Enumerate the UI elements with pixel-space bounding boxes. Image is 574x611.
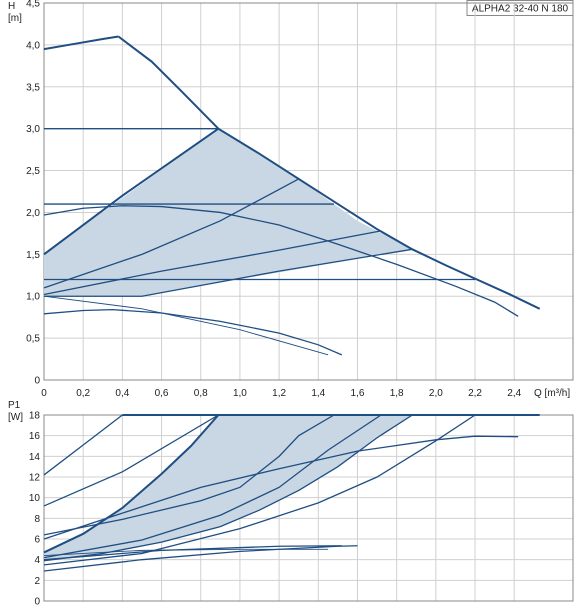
power-curve-6 [43, 414, 382, 559]
head-x-label: Q [m³/h] [534, 388, 570, 399]
head-x-tick-label: 1,8 [390, 388, 404, 399]
head-y-tick-label: 1,5 [26, 250, 40, 261]
product-label: ALPHA2 32-40 N 180 [472, 4, 569, 15]
head-curve-6 [44, 248, 413, 297]
power-curve-2 [43, 414, 123, 476]
power-y-tick-label: 6 [34, 535, 40, 546]
power-curve-4 [43, 414, 335, 536]
power-y-label: P1 [8, 400, 21, 411]
power-chart: P1 [W] 0 2 4 6 8 10 12 14 16 18 [8, 400, 574, 608]
power-y-tick-label: 4 [34, 555, 40, 566]
head-x-tick-labels: 0 0,2 0,4 0,6 0,8 1,0 1,2 1,4 1,6 1,8 2,0 2,2 2,4 [41, 388, 521, 399]
power-y-tick-label: 10 [29, 493, 41, 504]
head-x-tick-label: 0 [41, 388, 47, 399]
head-y-tick-label: 1,0 [26, 292, 40, 303]
power-curve-3 [43, 414, 219, 507]
head-curve-0 [43, 35, 119, 51]
power-curve-11 [43, 548, 329, 556]
head-y-tick-label: 2,5 [26, 166, 40, 177]
power-operating-band [44, 415, 413, 561]
head-curve-11 [43, 295, 329, 356]
head-curve-5 [43, 230, 382, 296]
head-curve-10 [43, 308, 343, 356]
power-y-tick-label: 0 [34, 597, 40, 608]
power-y-tick-label: 8 [34, 514, 40, 525]
power-y-tick-label: 12 [29, 473, 41, 484]
head-x-tick-label: 0,2 [76, 388, 90, 399]
power-curve-5 [43, 435, 519, 540]
head-x-tick-label: 2,4 [507, 388, 521, 399]
head-x-tick-label: 2,0 [429, 388, 443, 399]
power-curve-10 [43, 545, 342, 561]
head-x-tick-label: 0,4 [115, 388, 129, 399]
head-y-tick-label: 3,0 [26, 124, 40, 135]
head-y-tick-label: 4,0 [26, 40, 40, 51]
power-y-tick-label: 18 [29, 411, 41, 422]
head-y-tick-label: 0,5 [26, 334, 40, 345]
power-y-tick-label: 2 [34, 576, 40, 587]
power-y-tick-label: 16 [29, 431, 41, 442]
head-y-tick-labels: 0 0,5 1,0 1,5 2,0 2,5 3,0 3,5 4,0 4,5 [26, 0, 40, 387]
head-x-tick-label: 0,8 [194, 388, 208, 399]
power-curve-1 [43, 414, 220, 554]
power-y-tick-labels: 0 2 4 6 8 10 12 14 16 18 [29, 411, 41, 608]
head-y-tick-label: 4,5 [26, 0, 40, 10]
head-chart: H [m] Q [m³/h] 0 0,5 1,0 1,5 2,0 2,5 3,0 3,5 4,0… [8, 0, 574, 399]
power-curve-7 [43, 414, 413, 562]
head-y-label: H [8, 1, 15, 12]
head-plot-frame [43, 2, 574, 381]
head-x-tick-label: 0,6 [155, 388, 169, 399]
head-x-tick-label: 1,4 [311, 388, 325, 399]
head-curve-9 [43, 205, 519, 317]
head-curve-4 [43, 178, 300, 289]
power-curve-9 [43, 545, 358, 572]
head-curve-1 [117, 35, 541, 310]
head-y-tick-label: 2,0 [26, 208, 40, 219]
head-curves [43, 35, 541, 356]
head-y-tick-label: 0 [34, 376, 40, 387]
head-y-tick-label: 3,5 [26, 82, 40, 93]
power-band-area [44, 415, 413, 561]
power-y-tick-label: 14 [29, 452, 41, 463]
head-curve-2 [43, 127, 219, 256]
head-x-tick-label: 1,0 [233, 388, 247, 399]
power-curves [43, 414, 540, 572]
head-operating-band [44, 128, 413, 297]
head-x-tick-label: 2,2 [468, 388, 482, 399]
head-band-area [44, 128, 413, 297]
head-x-tick-label: 1,2 [272, 388, 286, 399]
power-curve-8 [43, 414, 476, 566]
power-y-unit: [W] [8, 412, 23, 423]
head-x-tick-label: 1,6 [351, 388, 365, 399]
head-y-unit: [m] [8, 13, 22, 24]
